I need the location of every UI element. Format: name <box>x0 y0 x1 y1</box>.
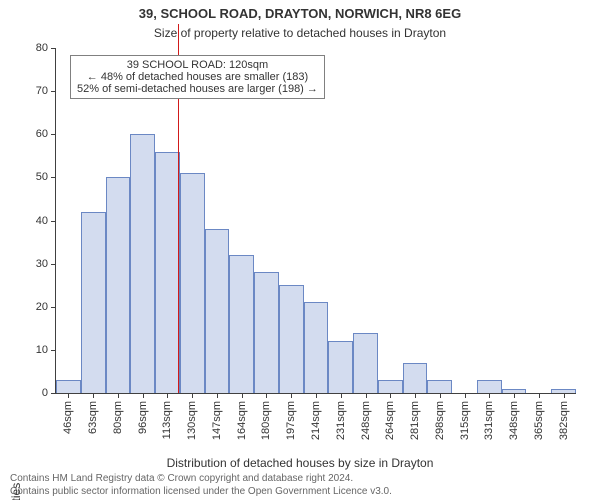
x-tick-label: 180sqm <box>260 401 272 440</box>
histogram-bar <box>130 134 155 393</box>
footer-line: Contains public sector information licen… <box>10 486 590 499</box>
x-tick-label: 248sqm <box>360 401 372 440</box>
histogram-bar <box>378 380 403 393</box>
histogram-bar <box>205 229 230 393</box>
x-tick-label: 382sqm <box>558 401 570 440</box>
x-tick <box>564 393 565 398</box>
x-tick-label: 46sqm <box>62 401 74 434</box>
y-tick <box>51 177 56 178</box>
x-tick <box>167 393 168 398</box>
x-tick <box>192 393 193 398</box>
x-tick <box>390 393 391 398</box>
histogram-bar <box>427 380 452 393</box>
y-tick <box>51 393 56 394</box>
x-tick <box>539 393 540 398</box>
annotation-box: 39 SCHOOL ROAD: 120sqm← 48% of detached … <box>70 55 325 99</box>
x-tick <box>68 393 69 398</box>
x-tick <box>118 393 119 398</box>
y-tick <box>51 264 56 265</box>
y-tick-label: 40 <box>36 215 48 227</box>
x-tick-label: 113sqm <box>161 401 173 439</box>
histogram-bar <box>304 302 329 393</box>
x-tick <box>366 393 367 398</box>
x-tick-label: 80sqm <box>112 401 124 434</box>
histogram-bar <box>155 152 180 394</box>
x-tick <box>514 393 515 398</box>
footer-line: Contains HM Land Registry data © Crown c… <box>10 473 590 486</box>
annotation-line: 52% of semi-detached houses are larger (… <box>77 83 318 95</box>
chart-title: 39, SCHOOL ROAD, DRAYTON, NORWICH, NR8 6… <box>0 6 600 21</box>
x-tick <box>341 393 342 398</box>
x-tick-label: 147sqm <box>211 401 223 440</box>
histogram-bar <box>403 363 428 393</box>
x-tick <box>440 393 441 398</box>
histogram-bar <box>477 380 502 393</box>
x-tick-label: 281sqm <box>409 401 421 440</box>
y-tick-label: 60 <box>36 128 48 140</box>
x-tick <box>316 393 317 398</box>
histogram-bar <box>81 212 106 393</box>
chart-subtitle: Size of property relative to detached ho… <box>0 26 600 40</box>
x-tick <box>217 393 218 398</box>
x-tick <box>291 393 292 398</box>
y-tick <box>51 91 56 92</box>
histogram-bar <box>279 285 304 393</box>
y-tick-label: 10 <box>36 344 48 356</box>
x-axis-label: Distribution of detached houses by size … <box>0 456 600 470</box>
annotation-line: 39 SCHOOL ROAD: 120sqm <box>77 59 318 71</box>
histogram-figure: 39, SCHOOL ROAD, DRAYTON, NORWICH, NR8 6… <box>0 0 600 500</box>
y-tick-label: 20 <box>36 301 48 313</box>
x-tick-label: 96sqm <box>137 401 149 434</box>
y-tick-label: 50 <box>36 171 48 183</box>
x-tick-label: 298sqm <box>434 401 446 440</box>
y-tick-label: 80 <box>36 42 48 54</box>
x-tick-label: 331sqm <box>483 401 495 440</box>
y-tick <box>51 134 56 135</box>
x-tick-label: 315sqm <box>459 401 471 440</box>
x-tick <box>143 393 144 398</box>
x-tick-label: 214sqm <box>310 401 322 440</box>
histogram-bar <box>353 333 378 393</box>
x-tick <box>242 393 243 398</box>
x-tick-label: 365sqm <box>533 401 545 440</box>
x-tick-label: 231sqm <box>335 401 347 440</box>
x-tick <box>93 393 94 398</box>
annotation-line: ← 48% of detached houses are smaller (18… <box>77 71 318 83</box>
histogram-bar <box>106 177 131 393</box>
histogram-bar <box>56 380 81 393</box>
histogram-bar <box>254 272 279 393</box>
y-tick-label: 0 <box>42 387 48 399</box>
y-tick <box>51 48 56 49</box>
x-tick <box>465 393 466 398</box>
y-tick-label: 30 <box>36 258 48 270</box>
x-tick-label: 130sqm <box>186 401 198 440</box>
y-tick <box>51 350 56 351</box>
x-tick-label: 264sqm <box>384 401 396 440</box>
plot-area: 0102030405060708046sqm63sqm80sqm96sqm113… <box>55 48 576 394</box>
footer-attribution: Contains HM Land Registry data © Crown c… <box>10 473 590 498</box>
y-tick <box>51 221 56 222</box>
x-tick-label: 164sqm <box>236 401 248 440</box>
y-tick-label: 70 <box>36 85 48 97</box>
x-tick-label: 348sqm <box>508 401 520 440</box>
x-tick <box>266 393 267 398</box>
y-tick <box>51 307 56 308</box>
x-tick-label: 197sqm <box>285 401 297 440</box>
x-tick-label: 63sqm <box>87 401 99 434</box>
histogram-bar <box>180 173 205 393</box>
histogram-bar <box>328 341 353 393</box>
x-tick <box>489 393 490 398</box>
histogram-bar <box>229 255 254 393</box>
x-tick <box>415 393 416 398</box>
